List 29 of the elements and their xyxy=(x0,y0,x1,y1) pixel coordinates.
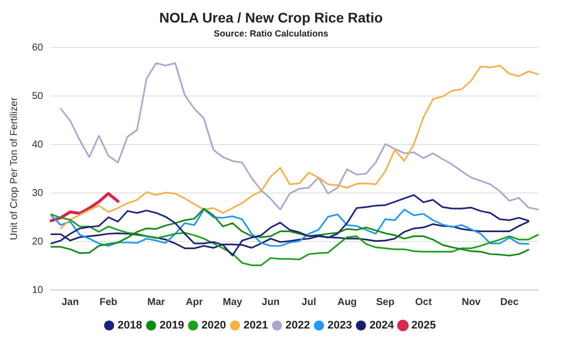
y-tick-label: 30 xyxy=(32,188,44,199)
y-tick-label: 20 xyxy=(32,236,44,248)
x-tick-label: Oct xyxy=(415,296,432,308)
x-tick-label: Apr xyxy=(186,296,204,308)
x-tick-label: Jun xyxy=(262,296,280,308)
x-tick-label: Nov xyxy=(462,296,482,308)
legend-label: 2024 xyxy=(369,320,395,332)
x-tick-label: Jan xyxy=(62,296,79,308)
y-axis-title: Unit of Crop Per Ton of Fertilizer xyxy=(8,96,20,240)
y-tick-label: 50 xyxy=(32,90,44,102)
x-tick-label: Feb xyxy=(100,296,118,308)
legend-label: 2023 xyxy=(327,320,352,332)
legend-label: 2022 xyxy=(286,320,310,332)
y-tick-label: 60 xyxy=(32,42,44,54)
x-tick-label: Aug xyxy=(337,296,357,308)
y-tick-label: 40 xyxy=(32,139,44,150)
y-tick-label: 10 xyxy=(32,284,44,296)
x-tick-label: May xyxy=(222,296,243,308)
legend-label: 2018 xyxy=(118,320,142,332)
x-tick-label: Mar xyxy=(147,296,166,308)
legend-label: 2019 xyxy=(160,320,184,332)
x-tick-label: Jul xyxy=(302,296,316,308)
x-tick-label: Sep xyxy=(376,296,394,308)
chart-title: NOLA Urea / New Crop Rice Ratio xyxy=(159,9,383,26)
legend-label: 2025 xyxy=(411,320,436,332)
x-tick-label: Dec xyxy=(500,296,519,308)
legend-label: 2021 xyxy=(244,320,268,332)
legend-label: 2020 xyxy=(202,320,226,332)
chart-subtitle: Source: Ratio Calculations xyxy=(214,28,328,39)
